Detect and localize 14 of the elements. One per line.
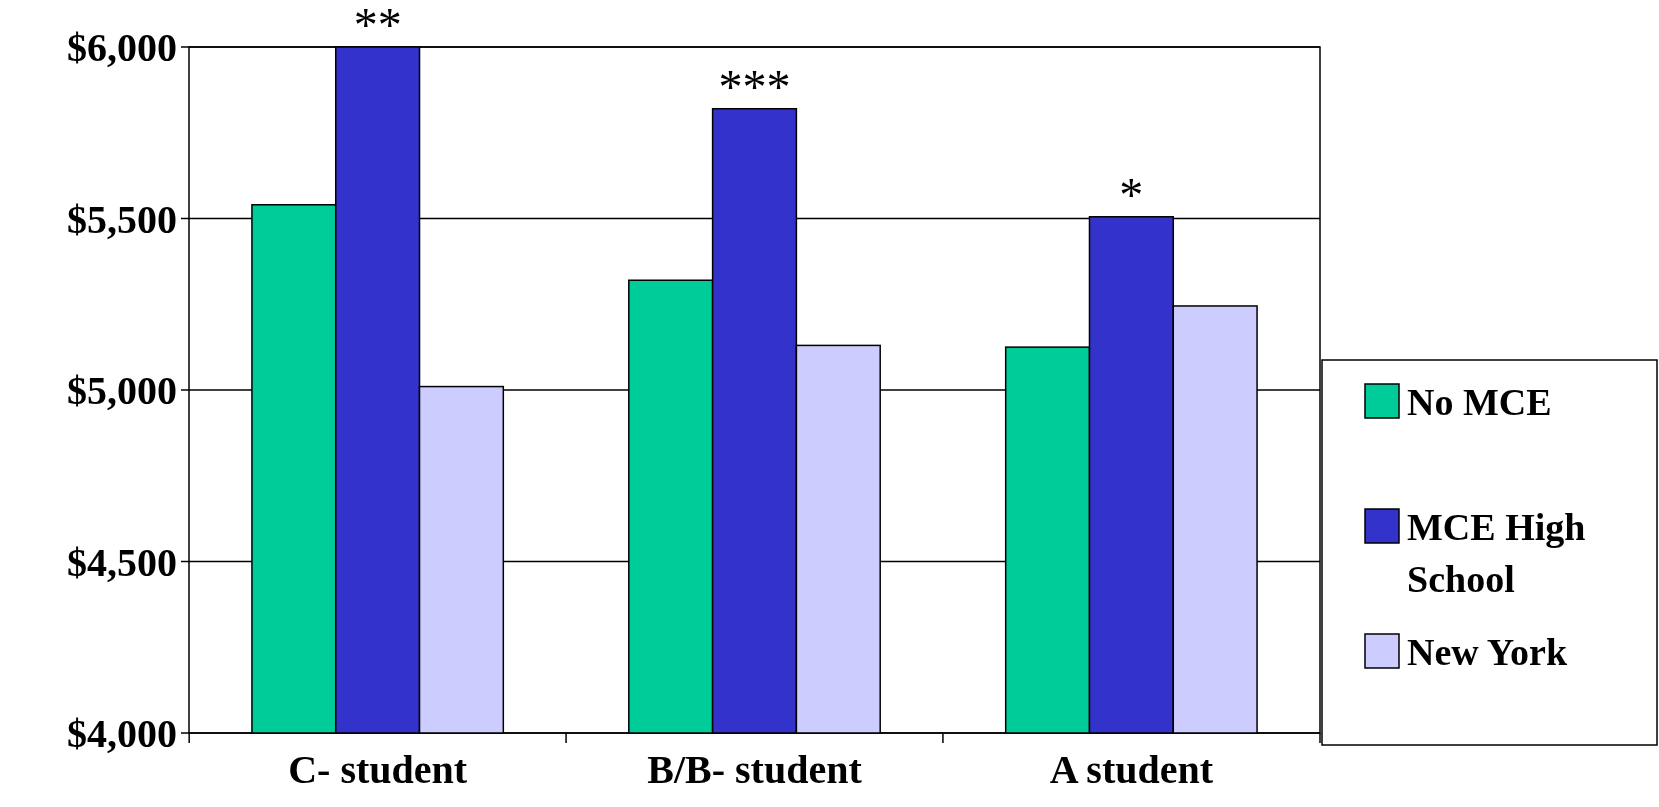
- x-tick-label: C- student: [288, 747, 468, 792]
- y-tick-label: $4,000: [67, 711, 177, 756]
- x-tick-label: B/B- student: [647, 747, 863, 792]
- legend-label: MCE High School: [1407, 506, 1586, 600]
- annotation: *: [1119, 167, 1144, 221]
- annotation: ***: [718, 59, 791, 113]
- y-tick-label: $5,500: [67, 196, 177, 242]
- y-tick-label: $5,000: [67, 368, 177, 413]
- y-tick-label: $4,500: [67, 539, 177, 585]
- y-tick-label: $6,000: [67, 25, 177, 70]
- annotation: **: [353, 0, 402, 51]
- legend-label: No MCE: [1407, 381, 1552, 424]
- legend-label: New York: [1407, 631, 1568, 674]
- x-tick-label: A student: [1049, 747, 1214, 792]
